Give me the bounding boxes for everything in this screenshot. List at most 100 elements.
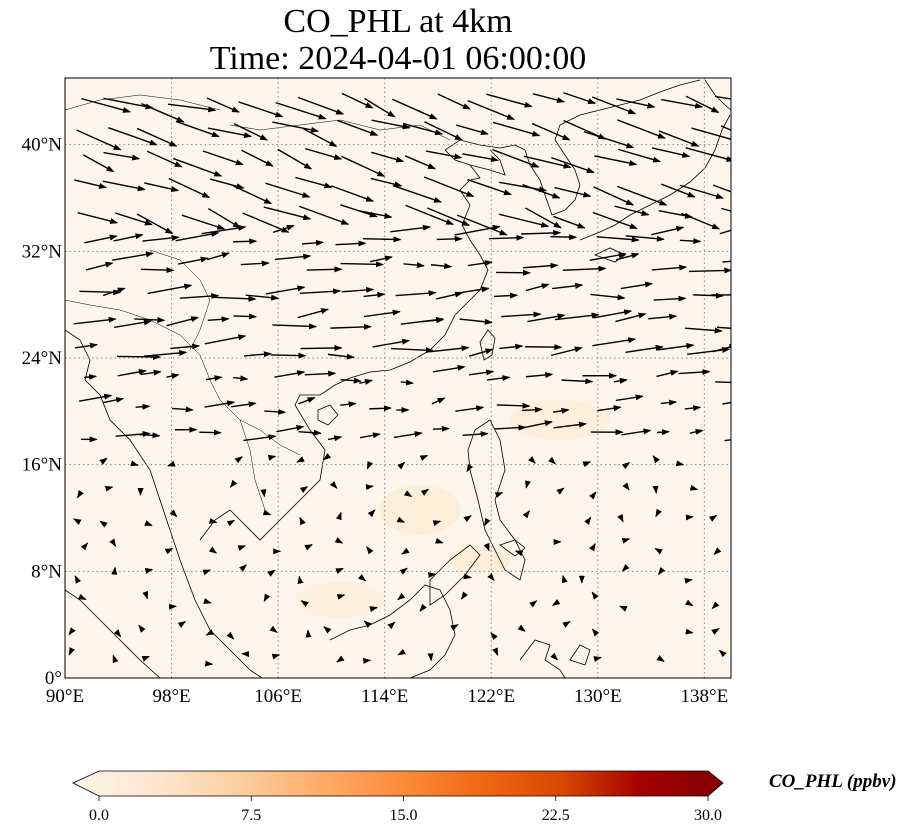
latitude-tick-label: 40°N	[22, 135, 63, 156]
wind-arrow	[590, 293, 626, 301]
wind-arrow	[203, 598, 212, 604]
wind-arrow	[340, 401, 357, 408]
wind-arrow	[486, 375, 511, 382]
wind-arrow	[103, 397, 125, 404]
wind-arrow	[432, 520, 442, 527]
wind-arrow	[269, 625, 278, 633]
wind-arrow	[597, 405, 622, 412]
wind-arrow	[523, 155, 572, 169]
wind-arrow	[488, 234, 525, 241]
wind-arrow	[554, 312, 600, 321]
wind-arrow	[499, 343, 524, 350]
longitude-tick-label: 114°E	[361, 686, 408, 707]
wind-arrow	[233, 238, 258, 245]
longitude-tick-label: 122°E	[467, 686, 515, 707]
wind-arrow	[233, 375, 249, 382]
wind-arrow	[335, 240, 367, 247]
wind-arrow	[420, 488, 430, 496]
wind-arrow	[498, 213, 550, 228]
wind-arrow	[144, 182, 180, 192]
wind-arrow	[226, 519, 236, 527]
wind-arrow	[552, 407, 570, 414]
wind-arrow	[561, 574, 568, 584]
wind-arrow	[77, 211, 119, 224]
wind-arrow	[237, 545, 247, 551]
wind-arrow	[616, 98, 656, 109]
wind-arrow	[76, 490, 84, 499]
wind-arrow	[689, 484, 699, 491]
wind-arrow	[459, 318, 493, 325]
colorbar-tick-label: 15.0	[390, 807, 418, 824]
wind-arrow	[397, 648, 406, 656]
wind-arrow	[117, 353, 161, 360]
wind-arrow	[267, 569, 276, 577]
wind-arrow	[104, 485, 114, 492]
wind-arrow	[267, 454, 277, 461]
wind-arrow	[265, 285, 306, 295]
wind-arrow	[83, 374, 98, 380]
wind-arrow	[397, 461, 406, 470]
wind-arrow	[340, 204, 378, 218]
wind-arrow	[392, 98, 438, 120]
wind-arrow	[263, 206, 312, 221]
wind-arrow	[685, 514, 694, 521]
wind-arrow	[617, 185, 668, 206]
wind-arrow	[117, 369, 147, 377]
wind-arrow	[175, 231, 220, 242]
wind-arrow	[456, 214, 508, 236]
wind-arrow	[468, 369, 495, 376]
wind-arrow	[554, 186, 592, 198]
wind-arrow	[684, 577, 693, 584]
wind-arrow	[514, 550, 524, 557]
wind-arrow	[340, 377, 362, 384]
wind-arrow	[589, 542, 596, 552]
wind-arrow	[302, 127, 338, 148]
wind-arrow	[392, 184, 442, 203]
wind-arrow	[450, 624, 459, 631]
wind-arrow	[593, 656, 602, 662]
wind-arrow	[372, 338, 411, 348]
concentration-field	[295, 400, 610, 618]
wind-arrow	[74, 179, 108, 189]
wind-arrow	[591, 591, 599, 600]
wind-arrow	[141, 655, 151, 662]
colorbar-tick-label: 22.5	[542, 807, 570, 824]
wind-arrow	[593, 309, 633, 319]
wind-arrow	[226, 631, 235, 640]
wind-arrow	[653, 295, 687, 302]
wind-arrow	[322, 453, 332, 461]
wind-arrow	[147, 283, 193, 295]
wind-arrow	[204, 400, 236, 408]
wind-arrow	[467, 178, 512, 196]
wind-arrow	[296, 456, 305, 463]
wind-arrow	[277, 148, 313, 170]
wind-arrow	[331, 185, 375, 202]
wind-arrow	[330, 323, 372, 330]
wind-arrow	[74, 342, 98, 349]
wind-arrow	[245, 294, 280, 301]
wind-arrow	[532, 93, 565, 103]
wind-arrow	[617, 148, 662, 163]
colorbar-bar	[72, 770, 724, 797]
wind-arrow	[175, 120, 220, 138]
wind-arrow	[169, 509, 178, 518]
wind-arrow	[367, 509, 376, 518]
wind-vector-field	[68, 92, 731, 667]
wind-arrow	[492, 121, 541, 137]
colorbar-tick-label: 7.5	[241, 807, 261, 824]
wind-arrow	[304, 544, 313, 551]
wind-arrow	[527, 313, 566, 323]
wind-arrow	[712, 184, 731, 193]
wind-arrow	[401, 547, 410, 555]
wind-arrow	[244, 351, 272, 358]
wind-arrow	[619, 605, 628, 612]
wind-arrow	[419, 603, 427, 612]
wind-arrow	[239, 564, 248, 572]
wind-arrow	[712, 344, 731, 353]
wind-arrow	[393, 431, 423, 439]
wind-arrow	[369, 255, 393, 263]
wind-arrow	[205, 629, 215, 636]
wind-arrow	[460, 591, 469, 600]
wind-arrow	[427, 572, 437, 578]
wind-arrow	[561, 378, 594, 385]
